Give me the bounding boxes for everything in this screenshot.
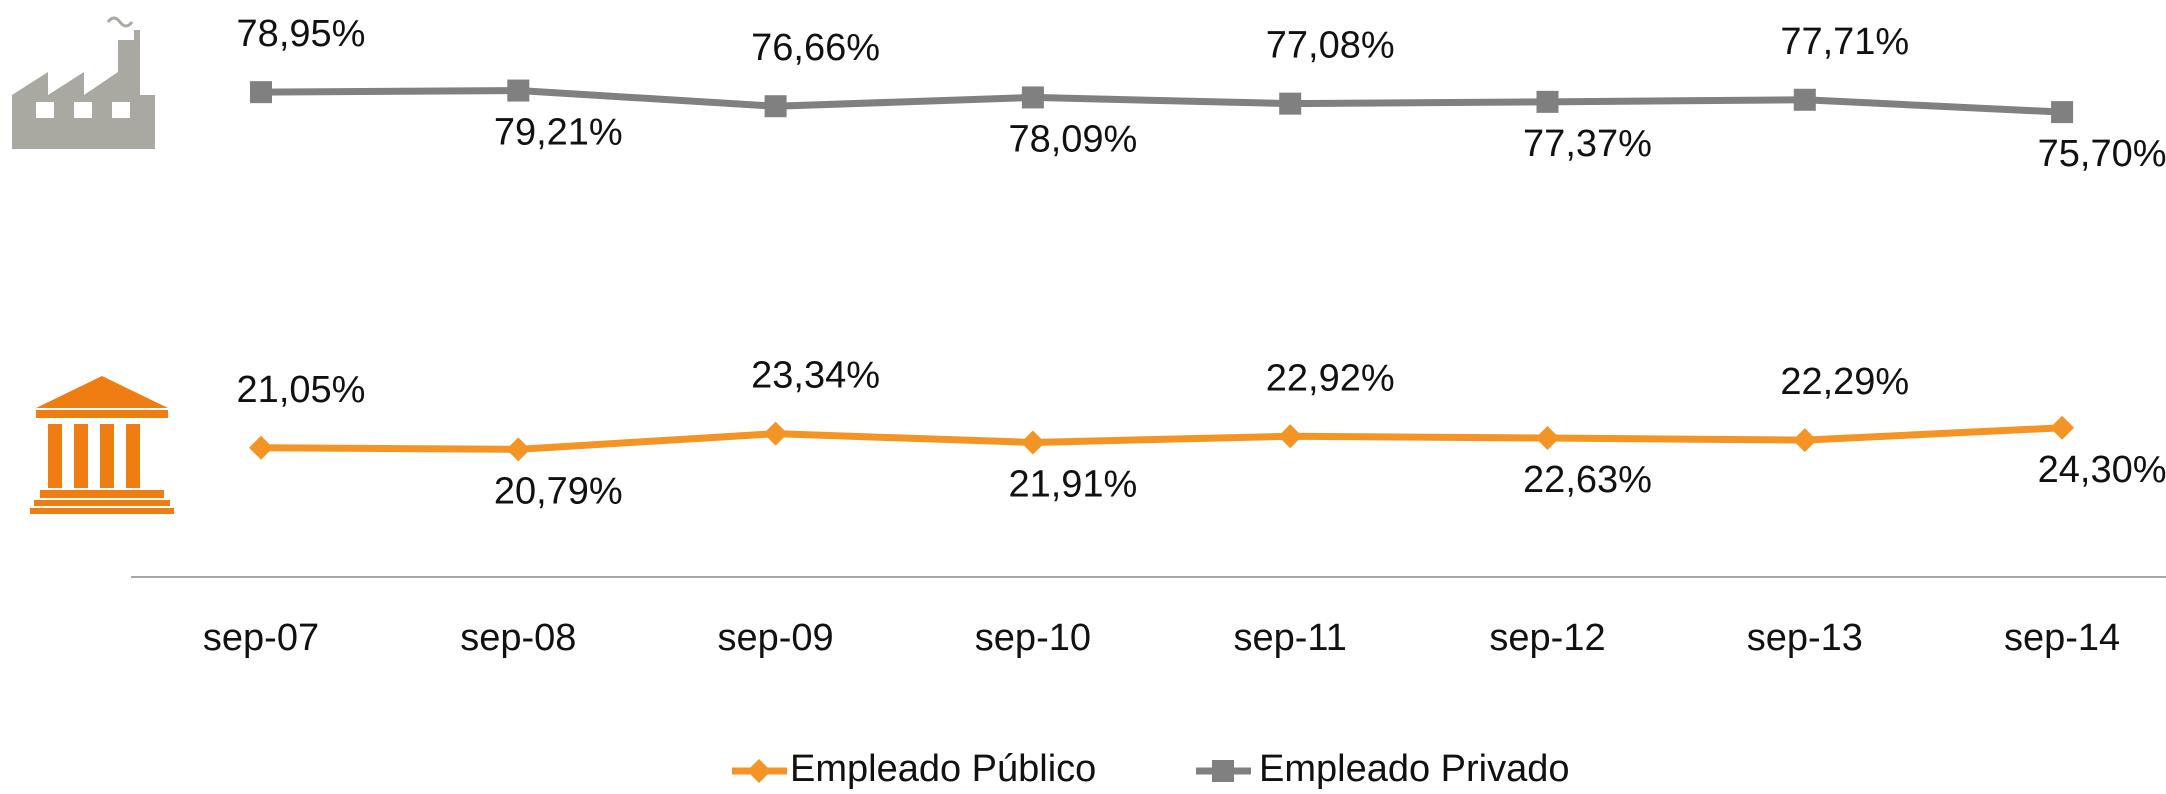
marker [1212, 760, 1234, 782]
data-label: 75,70% [2038, 133, 2166, 175]
data-label: 77,37% [1523, 123, 1652, 165]
marker [1536, 90, 1559, 113]
marker [1021, 86, 1044, 109]
x-tick-label: sep-09 [717, 617, 833, 659]
data-label: 24,30% [2038, 449, 2166, 491]
x-tick-label: sep-11 [1234, 617, 1347, 659]
marker [747, 759, 771, 783]
marker [2051, 101, 2074, 124]
marker [249, 435, 273, 460]
legend-label: Empleado Privado [1259, 748, 1570, 790]
series-line [260, 87, 2063, 116]
data-label: 77,71% [1780, 21, 1909, 63]
x-tick-label: sep-12 [1489, 617, 1605, 659]
marker [1020, 430, 1045, 455]
x-tick-label: sep-13 [1747, 617, 1863, 659]
marker [2050, 415, 2075, 440]
x-tick-label: sep-07 [203, 617, 319, 659]
data-label: 22,29% [1780, 361, 1909, 403]
marker [1278, 424, 1303, 449]
data-label: 22,92% [1266, 357, 1395, 399]
data-label: 22,63% [1523, 459, 1652, 501]
x-tick-label: sep-08 [460, 617, 576, 659]
data-label: 77,08% [1266, 25, 1395, 67]
marker [763, 421, 788, 446]
legend-label: Empleado Público [790, 748, 1096, 790]
data-label: 79,21% [494, 112, 623, 154]
series-line [260, 424, 2063, 453]
x-tick-label: sep-14 [2004, 617, 2120, 659]
marker [1793, 88, 1816, 111]
data-label: 78,95% [237, 13, 366, 55]
data-label: 23,34% [751, 355, 880, 397]
marker [1792, 428, 1817, 453]
data-label: 78,09% [1008, 118, 1137, 160]
data-label: 21,91% [1008, 463, 1137, 505]
marker [507, 79, 530, 102]
data-label: 76,66% [751, 27, 880, 69]
government-icon [30, 376, 174, 514]
marker [250, 81, 272, 104]
data-label: 21,05% [237, 369, 366, 411]
marker [764, 95, 787, 118]
marker [1535, 426, 1560, 451]
marker [1279, 92, 1302, 115]
x-tick-label: sep-10 [975, 617, 1091, 659]
marker [506, 437, 531, 462]
factory-icon [12, 16, 155, 149]
data-label: 20,79% [494, 470, 623, 512]
